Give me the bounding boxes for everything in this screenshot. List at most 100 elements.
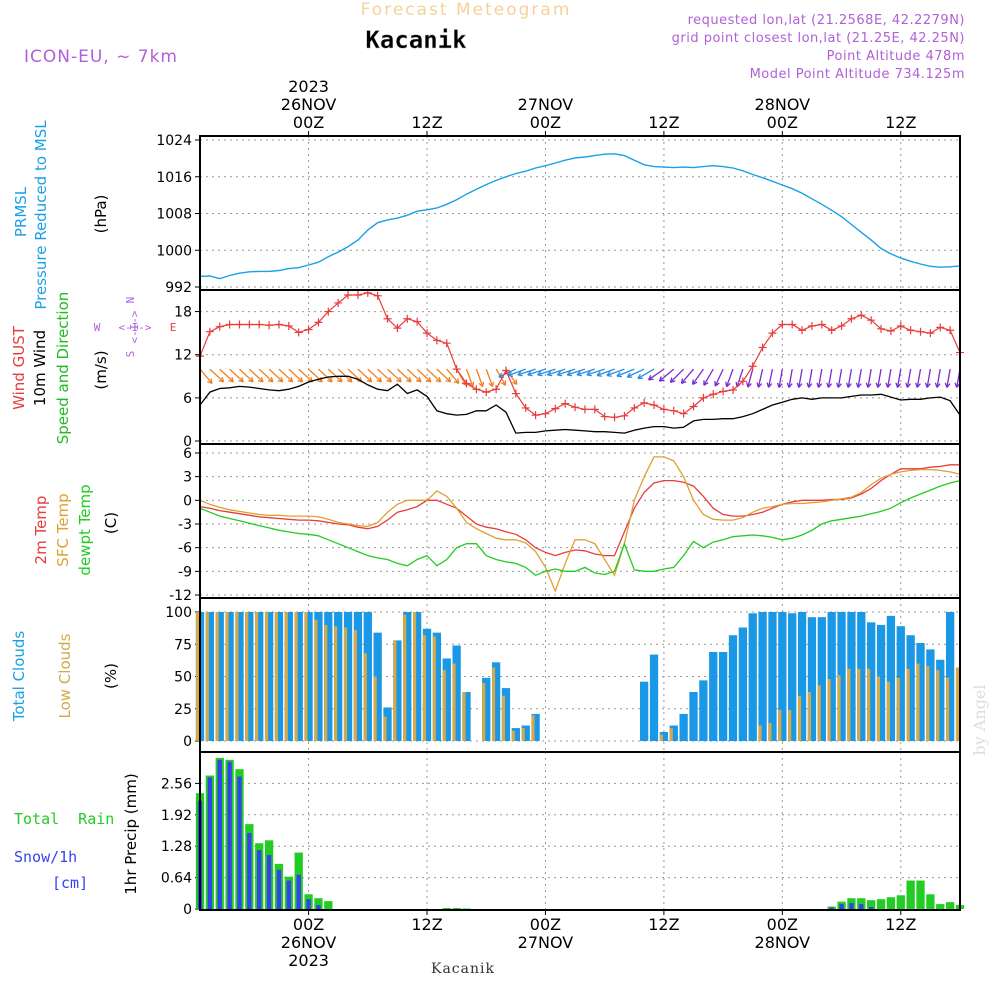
cloud-total-bar — [363, 612, 372, 741]
wind-gust-marker — [334, 298, 343, 307]
wind-dir-arrow — [865, 368, 872, 388]
wind-dir-arrow-shaft — [557, 368, 576, 376]
wind-dir-arrow-head — [845, 382, 852, 388]
cloud-total-bar — [837, 612, 846, 741]
wind-dir-arrow — [658, 368, 675, 382]
wind-dir-arrow-shaft — [258, 368, 274, 383]
wind-dir-arrow — [317, 368, 333, 383]
cloud-low-bar — [936, 670, 940, 741]
wind-dir-arrow-shaft — [714, 368, 724, 387]
wind-dir-arrow — [406, 368, 422, 383]
wind-gust-marker — [699, 393, 708, 402]
wind-gust-marker — [827, 326, 836, 335]
precip-rain-bar — [876, 899, 886, 909]
temperature-ytick-label: 6 — [183, 446, 192, 462]
cloud-low-bar — [284, 612, 288, 741]
cloud-low-bar — [353, 630, 357, 741]
cloud-total-bar — [343, 612, 353, 741]
wind-dir-arrow-shaft — [505, 368, 518, 385]
cloud-total-bar — [748, 613, 757, 741]
pressure-ytick-label: 1024 — [156, 133, 192, 149]
wind-dir-arrow-head — [297, 376, 304, 383]
wind-dir-arrow-shaft — [757, 368, 764, 388]
wind-dir-arrow-shaft — [308, 368, 323, 383]
top-time-label: 00Z — [530, 113, 561, 132]
wind-gust-line — [199, 292, 961, 418]
wind-ylabel-gust: Wind GUST — [10, 325, 28, 410]
pressure-ylabel-line2: Pressure Reduced to MSL — [32, 120, 50, 310]
wind-dir-arrow-head — [836, 382, 842, 388]
wind-dir-arrow-head — [317, 376, 323, 383]
cloud-total-bar — [255, 612, 264, 741]
wind-dir-arrow-shaft — [268, 368, 284, 383]
wind-dir-arrow-shaft — [317, 368, 333, 383]
wind-dir-arrow-shaft — [648, 368, 665, 381]
wind-gust-marker — [393, 324, 402, 333]
top-time-label: 12Z — [885, 113, 916, 132]
wind-frame — [199, 289, 961, 445]
clouds-frame — [199, 597, 961, 753]
cloud-total-bar — [274, 612, 284, 741]
wind-dir-arrow-head — [855, 382, 862, 388]
cloud-low-bar — [452, 663, 456, 741]
cloud-total-bar — [491, 662, 501, 741]
wind-dir-arrow — [278, 368, 294, 383]
cloud-total-bar — [857, 612, 866, 741]
wind-gust-marker — [807, 321, 816, 330]
wind-dir-arrow-shaft — [946, 368, 951, 388]
wind-dir-arrow-shaft — [199, 368, 213, 384]
precip-rain-bar — [906, 880, 915, 909]
cloud-low-bar — [807, 691, 811, 741]
wind-gust-marker — [709, 390, 718, 399]
cloud-low-bar — [768, 722, 772, 741]
wind-dir-arrow-shaft — [896, 368, 902, 388]
cloud-total-bar — [422, 628, 432, 741]
wind-gust-marker — [561, 399, 570, 408]
cloud-total-bar — [788, 613, 797, 741]
precip-ytick-label: 0.64 — [161, 871, 192, 887]
wind-dir-arrow-shaft — [703, 368, 714, 386]
wind-dir-arrow-shaft — [367, 368, 382, 383]
wind-dir-arrow-head — [346, 376, 353, 383]
wind-dir-arrow-head — [376, 376, 383, 383]
wind-dir-arrow — [915, 368, 922, 388]
wind-gust-marker — [284, 321, 293, 330]
pressure-series-line — [199, 153, 961, 280]
wind-dir-arrow — [199, 368, 213, 385]
wind-dir-arrow — [387, 368, 402, 383]
cloud-total-bar — [876, 624, 886, 741]
precip-rain-bar — [936, 904, 945, 909]
precip-panel: 0 0.64 1.28 1.92 2.56 — [161, 751, 965, 918]
wind-dir-arrow — [626, 368, 645, 378]
wind-dir-arrow-head — [626, 372, 633, 378]
wind-gust-marker — [452, 365, 461, 374]
wind-dir-arrow-shaft — [416, 368, 432, 383]
wind-dir-arrow-head — [606, 371, 612, 377]
wind-dir-arrow-head — [207, 378, 213, 385]
cloud-total-bar — [867, 622, 876, 741]
bottom-time-label: 12Z — [885, 915, 916, 934]
wind-dir-arrow-head — [816, 382, 823, 388]
wind-dir-arrow-head — [586, 370, 592, 377]
compass-e: E — [170, 321, 177, 334]
wind-dir-arrow-head — [527, 370, 533, 377]
cloud-total-bar — [245, 612, 254, 741]
cloud-low-bar — [373, 676, 377, 741]
cloud-total-bar — [689, 691, 698, 741]
top-time-label: 00Z — [293, 113, 324, 132]
pressure-unit: (hPa) — [92, 195, 110, 234]
cloud-total-bar — [847, 612, 856, 741]
wind-dir-arrow-head — [637, 373, 643, 380]
wind-dir-arrow — [377, 368, 392, 383]
wind-dir-arrow — [596, 368, 615, 377]
top-time-label: 12Z — [411, 113, 442, 132]
wind-dir-arrow-shaft — [229, 368, 244, 383]
precip-rain-bar — [945, 902, 955, 909]
wind-dir-arrow — [517, 368, 536, 377]
wind-gust-marker — [413, 317, 422, 326]
cloud-low-bar — [334, 626, 338, 741]
cloud-total-bar — [353, 612, 363, 741]
precip-rain-bar — [442, 908, 451, 909]
wind-dir-arrow-shaft — [847, 368, 853, 388]
wind-dir-arrow-head — [218, 376, 225, 383]
